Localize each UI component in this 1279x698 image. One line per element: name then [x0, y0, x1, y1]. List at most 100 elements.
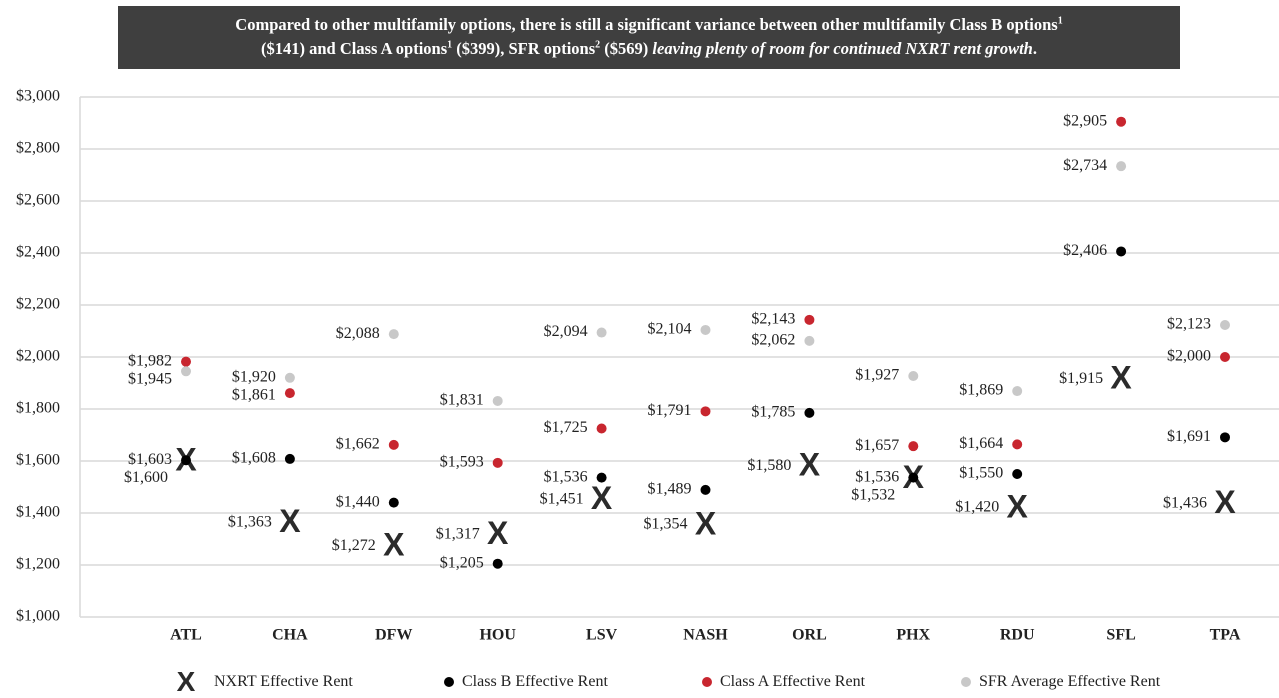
class-b-point [492, 558, 503, 569]
y-tick-label: $1,600 [16, 452, 60, 469]
classA-value-label: $2,143 [751, 310, 795, 327]
y-tick-label: $1,800 [16, 400, 60, 417]
x-tick-label: ORL [792, 627, 827, 644]
sfr-point [1012, 386, 1023, 397]
legend: X NXRT Effective Rent Class B Effective … [0, 666, 1279, 697]
y-tick-label: $1,000 [16, 608, 60, 625]
class-a-point [804, 314, 815, 325]
sfr-value-label: $1,920 [232, 368, 276, 385]
legend-red-dot-icon [702, 677, 712, 687]
classA-value-label: $1,593 [440, 453, 484, 470]
class-b-point [804, 407, 815, 418]
banner-italic-text: leaving plenty of room for continued NXR… [652, 39, 1033, 58]
x-tick-label: TPA [1210, 627, 1241, 644]
legend-gray-dot-icon [961, 677, 971, 687]
sfr-point [700, 324, 711, 335]
sfr-value-label: $2,734 [1063, 157, 1107, 174]
legend-item-class-a: Class A Effective Rent [702, 668, 865, 696]
x-tick-label: PHX [896, 627, 930, 644]
nxrt-x-marker: X [591, 480, 613, 516]
x-tick-label: NASH [683, 627, 728, 644]
y-tick-label: $2,200 [16, 296, 60, 313]
sfr-value-label: $1,869 [959, 382, 1003, 399]
legend-label-class-a: Class A Effective Rent [720, 673, 866, 690]
classB-value-label: $1,608 [232, 450, 276, 467]
classB-value-label: $1,536 [544, 468, 588, 485]
sfr-value-label: $1,927 [855, 367, 899, 384]
nxrt-x-marker: X [1214, 484, 1236, 520]
sfr-value-label: $1,945 [128, 370, 172, 387]
nxrt-x-marker: X [1007, 488, 1029, 524]
footnote-marker: 1 [1057, 15, 1063, 27]
classA-value-label: $1,982 [128, 352, 172, 369]
sfr-value-label: $2,088 [336, 325, 380, 342]
chart-title-banner: Compared to other multifamily options, t… [118, 6, 1180, 69]
nxrt-x-marker: X [487, 515, 509, 551]
banner-text-2: ($141) and Class A options [261, 39, 448, 58]
classB-value-label: $2,406 [1063, 242, 1107, 259]
classA-value-label: $1,861 [232, 386, 276, 403]
sfr-value-label: $2,062 [751, 332, 795, 349]
sfr-point [388, 329, 399, 340]
class-b-point [1012, 469, 1023, 479]
nxrt-x-marker: X [799, 447, 821, 483]
y-tick-label: $1,200 [16, 556, 60, 573]
class-b-point [908, 472, 919, 483]
nxrt-value-label: $1,600 [124, 469, 168, 486]
sfr-point [596, 327, 607, 338]
x-tick-label: ATL [170, 627, 202, 644]
nxrt-value-label: $1,272 [332, 537, 376, 554]
x-tick-label: RDU [1000, 627, 1035, 644]
x-tick-label: LSV [586, 627, 618, 644]
sfr-point [804, 335, 815, 346]
sfr-point [1116, 161, 1127, 172]
class-a-point [1116, 116, 1127, 127]
y-tick-label: $3,000 [16, 88, 60, 105]
nxrt-value-label: $1,420 [955, 498, 999, 515]
nxrt-value-label: $1,580 [747, 457, 791, 474]
legend-item-sfr: SFR Average Effective Rent [961, 668, 1160, 696]
classB-value-label: $1,691 [1167, 428, 1211, 445]
class-a-point [181, 356, 191, 367]
legend-label-sfr: SFR Average Effective Rent [979, 673, 1161, 690]
class-a-point [492, 457, 503, 468]
x-tick-label: CHA [272, 627, 308, 644]
legend-label-nxrt: NXRT Effective Rent [214, 673, 353, 690]
footnote-marker: 1 [447, 39, 453, 51]
legend-item-nxrt: X NXRT Effective Rent [172, 666, 353, 697]
class-a-point [1012, 439, 1023, 450]
classA-value-label: $2,000 [1167, 348, 1211, 365]
legend-label-class-b: Class B Effective Rent [462, 673, 608, 690]
y-tick-label: $2,000 [16, 348, 60, 365]
classA-value-label: $1,662 [336, 436, 380, 453]
nxrt-value-label: $1,363 [228, 513, 272, 530]
sfr-value-label: $2,104 [648, 321, 692, 338]
banner-text-4: ($569) [600, 39, 653, 58]
y-tick-label: $2,400 [16, 244, 60, 261]
class-a-point [700, 406, 711, 417]
classB-value-label: $1,785 [751, 404, 795, 421]
nxrt-x-marker: X [383, 527, 405, 563]
banner-text-1: Compared to other multifamily options, t… [235, 15, 1058, 34]
class-b-point [1220, 432, 1230, 443]
x-tick-label: DFW [375, 627, 412, 644]
class-a-point [284, 388, 295, 399]
classB-value-label: $1,536 [855, 468, 899, 485]
class-b-point [1116, 246, 1127, 257]
classB-value-label: $1,205 [440, 554, 484, 571]
nxrt-value-label: $1,317 [436, 525, 480, 542]
class-b-point [181, 455, 191, 466]
nxrt-value-label: $1,436 [1163, 494, 1207, 511]
sfr-point [284, 372, 295, 383]
banner-text-3: ($399), SFR options [452, 39, 596, 58]
sfr-value-label: $2,094 [544, 323, 588, 340]
classB-value-label: $1,440 [336, 493, 380, 510]
y-tick-label: $2,800 [16, 140, 60, 157]
x-tick-label: SFL [1106, 627, 1135, 644]
classA-value-label: $1,791 [648, 402, 692, 419]
nxrt-value-label: $1,451 [540, 490, 584, 507]
sfr-value-label: $2,123 [1167, 316, 1211, 333]
legend-black-dot-icon [444, 677, 454, 687]
class-b-point [596, 472, 607, 483]
class-b-point [700, 484, 711, 495]
